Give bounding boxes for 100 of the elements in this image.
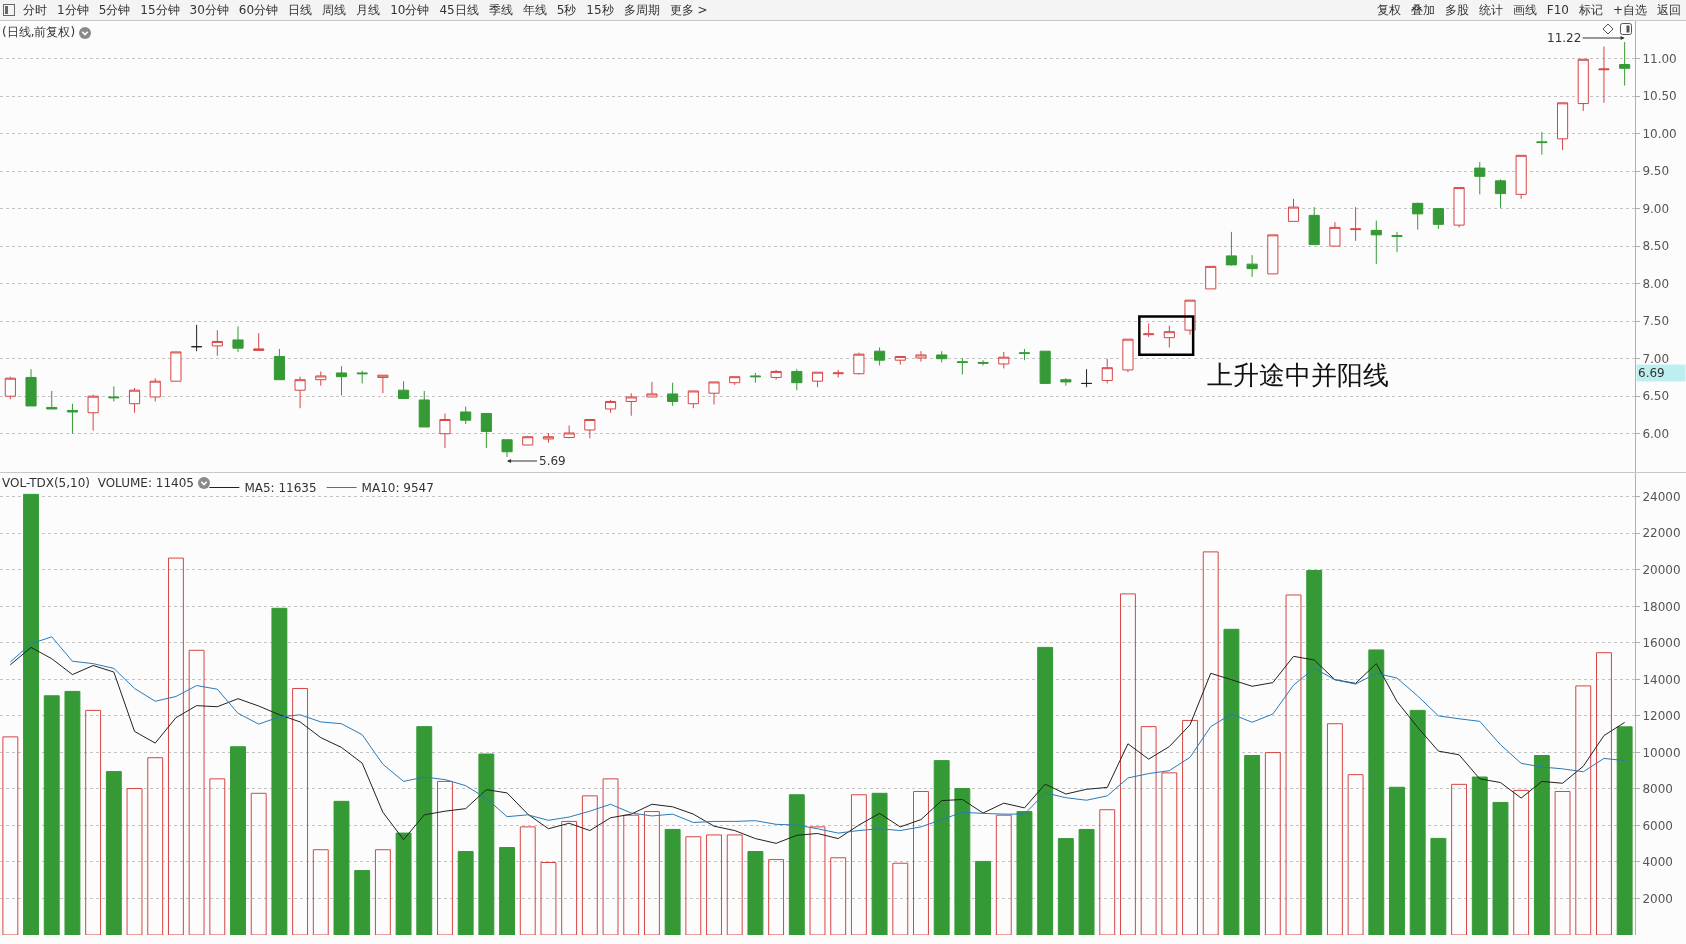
legend-label: MA10: 9547 (361, 481, 434, 496)
bar (747, 851, 764, 935)
bar (85, 709, 102, 935)
y-tick-label: 9.00 (1642, 201, 1670, 216)
candlestick (729, 376, 741, 386)
candlestick (87, 394, 99, 432)
candlestick (4, 376, 16, 400)
text: 5分钟 (98, 1, 131, 19)
bar (1513, 789, 1530, 935)
text: 10分钟 (390, 1, 430, 19)
bar (1161, 772, 1178, 935)
candlestick (874, 346, 886, 366)
legend-label: MA5: 11635 (244, 481, 317, 496)
text: 45日线 (439, 1, 479, 19)
bar (126, 788, 143, 935)
candlestick (1619, 41, 1631, 87)
bar (64, 690, 81, 935)
candlestick (1267, 234, 1279, 275)
candlestick (770, 369, 782, 381)
bar (871, 792, 888, 935)
text: F10 (1546, 3, 1569, 17)
text: 5秒 (556, 1, 577, 19)
y-tick-label: 8.50 (1642, 239, 1670, 254)
candlestick (1494, 178, 1507, 209)
text: 叠加 (1410, 1, 1435, 19)
candlestick (418, 390, 430, 428)
candlestick (1308, 206, 1320, 246)
bar (23, 493, 39, 935)
y-tick-label: 4000 (1642, 855, 1673, 870)
y-tick-label: 7.00 (1642, 351, 1670, 366)
bar (1575, 685, 1592, 935)
chart-title: (日线,前复权) (2, 24, 76, 41)
bar (623, 814, 640, 935)
y-tick-label: 24000 (1642, 489, 1681, 504)
y-tick-label: 7.50 (1642, 314, 1670, 329)
bar (664, 828, 681, 935)
candlestick (604, 399, 617, 414)
candlestick (1018, 348, 1031, 361)
candlestick (108, 385, 120, 402)
text: 多周期 (623, 1, 660, 19)
y-tick-label: 22000 (1642, 526, 1681, 541)
candlestick (273, 348, 285, 381)
bar (1616, 726, 1633, 935)
text: 6.69 (1638, 366, 1665, 380)
text: 日线 (288, 1, 313, 19)
bar (374, 849, 391, 935)
bar (1368, 649, 1385, 935)
candlestick (1060, 377, 1072, 387)
candlestick (1122, 338, 1134, 373)
bar (395, 832, 412, 935)
candlestick (811, 371, 824, 388)
bar (457, 851, 474, 935)
candlestick (936, 350, 948, 363)
bar (354, 870, 371, 935)
candlestick (708, 381, 720, 405)
candlestick (480, 412, 492, 449)
candlestick (625, 392, 637, 417)
bar (1533, 755, 1550, 935)
y-tick-label: 16000 (1642, 636, 1681, 651)
bar (1306, 570, 1323, 935)
candlestick (1536, 131, 1548, 156)
candlestick (1039, 350, 1051, 384)
candlestick (1391, 231, 1403, 253)
bar (437, 780, 453, 935)
candlestick (149, 377, 161, 402)
candlestick (377, 374, 389, 394)
bar (478, 753, 495, 935)
candlestick (646, 381, 658, 398)
candlestick (1205, 265, 1217, 290)
bar (1326, 723, 1343, 935)
text: 年线 (522, 1, 547, 19)
y-tick-label: 12000 (1642, 709, 1681, 724)
bar (1389, 786, 1405, 935)
annotation: 上升途中并阳线 (1207, 360, 1389, 390)
candlestick (791, 368, 803, 391)
candlestick (894, 355, 906, 366)
text: 更多 > (669, 1, 708, 19)
candlestick (1287, 198, 1300, 222)
bar (1451, 783, 1468, 935)
bar (602, 778, 619, 935)
y-tick-label: 10.50 (1642, 89, 1677, 104)
text: 多股 (1444, 1, 1469, 19)
candlestick (1515, 154, 1527, 200)
text: 季线 (488, 1, 513, 19)
candlestick (1329, 221, 1341, 247)
candlestick (687, 390, 699, 409)
bar (685, 836, 702, 935)
bar (1037, 646, 1054, 935)
candlestick (584, 418, 596, 439)
bar (188, 649, 205, 935)
annotation: 11.22 (1547, 31, 1582, 45)
candlestick (501, 439, 513, 458)
text: +自选 (1612, 1, 1647, 19)
candlestick (1370, 220, 1382, 265)
text: 60分钟 (238, 1, 279, 19)
bar (830, 857, 847, 935)
bar (788, 794, 805, 935)
bar (975, 860, 992, 935)
bar (850, 794, 867, 935)
candlestick (1556, 102, 1569, 151)
